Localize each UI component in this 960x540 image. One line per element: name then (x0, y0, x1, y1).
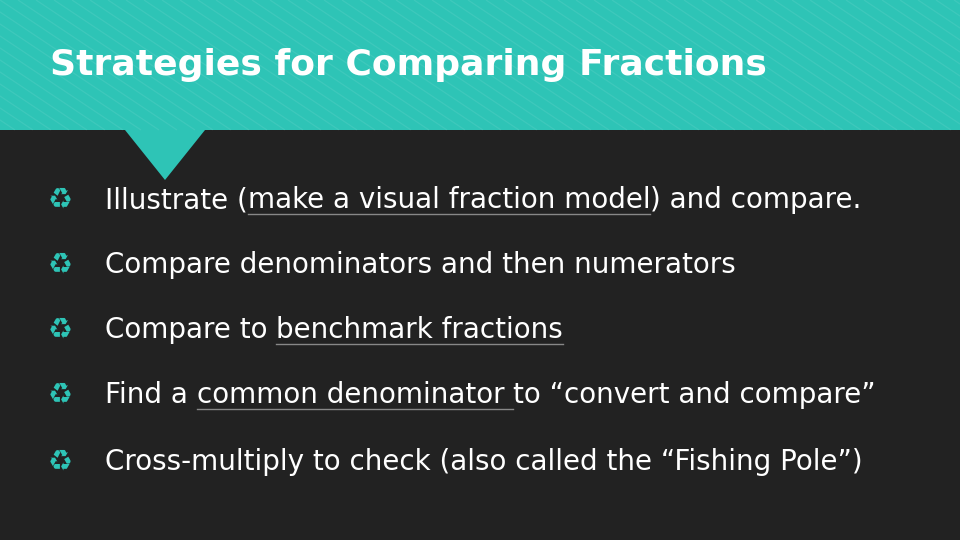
Text: ♻: ♻ (48, 316, 73, 344)
Text: make a visual fraction model: make a visual fraction model (248, 186, 650, 214)
Text: Strategies for Comparing Fractions: Strategies for Comparing Fractions (50, 48, 767, 82)
Text: Illustrate (: Illustrate ( (105, 186, 248, 214)
Text: common denominator: common denominator (197, 381, 514, 409)
Text: Compare denominators and then numerators: Compare denominators and then numerators (105, 251, 735, 279)
Text: Cross-multiply to check (also called the “Fishing Pole”): Cross-multiply to check (also called the… (105, 448, 863, 476)
Text: Compare to: Compare to (105, 316, 276, 344)
Text: ♻: ♻ (48, 186, 73, 214)
Text: ) and compare.: ) and compare. (650, 186, 862, 214)
Text: to “convert and compare”: to “convert and compare” (514, 381, 876, 409)
Text: Find a: Find a (105, 381, 197, 409)
Text: ♻: ♻ (48, 448, 73, 476)
Text: benchmark fractions: benchmark fractions (276, 316, 564, 344)
Bar (0, 0, 960, 130)
Text: ♻: ♻ (48, 251, 73, 279)
Polygon shape (125, 130, 205, 180)
Text: ♻: ♻ (48, 381, 73, 409)
